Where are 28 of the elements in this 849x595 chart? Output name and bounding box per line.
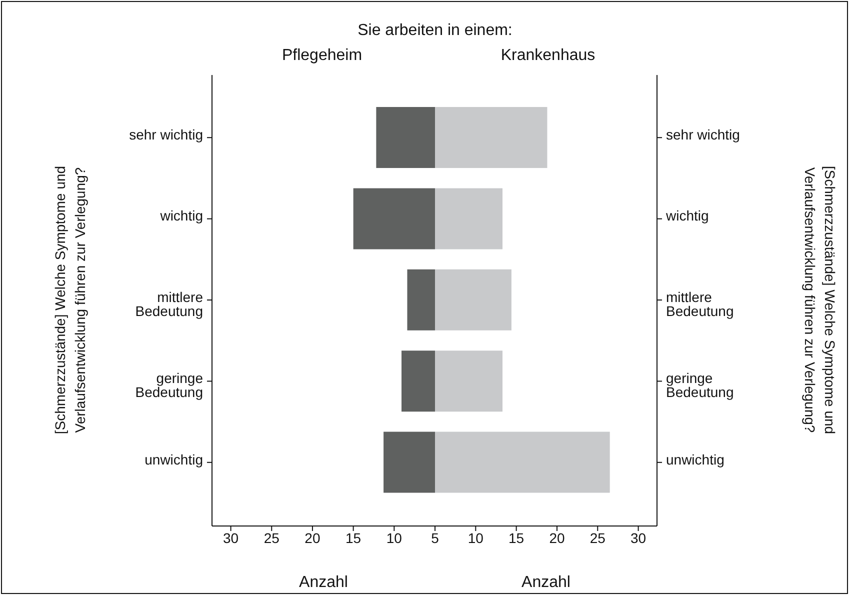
chart-subtitle: Pflegeheim <box>280 47 364 65</box>
x-tick-label: 30 <box>223 530 239 546</box>
y-tick-label: mittlere Bedeutung <box>135 288 204 319</box>
y-tick-label: geringe Bedeutung <box>135 370 204 400</box>
x-tick-label: 20 <box>549 530 565 546</box>
y-tick-label: mittlere Bedeutung <box>666 288 734 319</box>
x-tick-label: 15 <box>508 530 524 546</box>
y2-axis-title: [Schmerzzustände] Welche Symptome und Verlaufsentwicklung führen zur Verlegung? <box>801 164 839 436</box>
x-tick-label: 15 <box>346 530 362 546</box>
chart-title: Sie arbeiten in einem: <box>356 22 514 40</box>
x-tick-label: 25 <box>590 530 606 546</box>
y-tick-label: geringe Bedeutung <box>666 370 734 400</box>
x-axis-title: Anzahl <box>299 574 348 591</box>
x-tick-label: 5 <box>431 530 440 546</box>
y-tick-label: sehr wichtig <box>129 126 203 143</box>
chart-subtitle: Krankenhaus <box>500 47 596 65</box>
y-tick-label: sehr wichtig <box>666 126 740 143</box>
x-tick-label: 10 <box>386 530 402 546</box>
x-tick-label: 20 <box>304 530 320 546</box>
y-tick-label: wichtig <box>159 208 203 224</box>
y-tick-label: unwichtig <box>144 451 203 468</box>
x-tick-label: 10 <box>468 530 484 546</box>
y-tick-label: unwichtig <box>666 451 724 468</box>
x-tick-label: 30 <box>630 530 646 546</box>
x-tick-label: 25 <box>264 530 280 546</box>
y-axis-title: [Schmerzzustände] Welche Symptome und Verlaufsentwicklung führen zur Verlegung? <box>51 164 89 436</box>
x-axis-title: Anzahl <box>522 574 570 591</box>
y-tick-label: wichtig <box>665 208 709 224</box>
